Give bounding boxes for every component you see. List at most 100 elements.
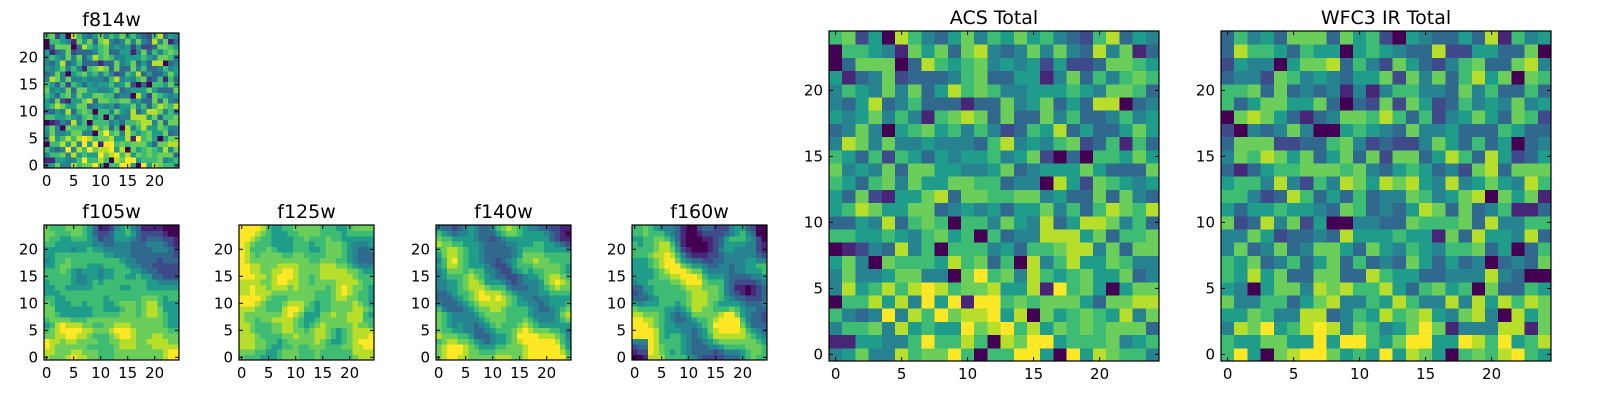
heatmap-cell (522, 327, 529, 334)
heatmap-cell (1040, 308, 1054, 322)
heatmap-cell (1132, 229, 1147, 243)
heatmap-cell (276, 257, 283, 264)
heatmap-cell (484, 230, 491, 237)
heatmap-cell (173, 124, 180, 131)
heatmap-cell (1405, 202, 1420, 217)
heatmap-cell (723, 322, 730, 329)
heatmap-cell (363, 257, 370, 264)
heatmap-cell (868, 321, 883, 336)
heatmap-cell (130, 349, 137, 356)
heatmap-cell (81, 257, 88, 264)
heatmap-cell (1066, 123, 1081, 138)
heatmap-cell (761, 262, 768, 269)
heatmap-cell (1458, 229, 1473, 243)
heatmap-cell (141, 60, 148, 66)
heatmap-cell (98, 60, 104, 66)
heatmap-cell (1511, 97, 1526, 111)
heatmap-cell (1106, 149, 1120, 164)
heatmap-cell (239, 311, 245, 318)
heatmap-cell (506, 273, 513, 280)
heatmap-cell (842, 242, 856, 256)
heatmap-cell (1326, 215, 1341, 230)
heatmap-cell (157, 246, 164, 253)
heatmap-cell (691, 327, 698, 334)
heatmap-cell (1366, 295, 1380, 309)
heatmap-cell (452, 343, 459, 350)
heatmap-cell (745, 300, 752, 307)
heatmap-cell (1524, 255, 1539, 270)
heatmap-cell (87, 241, 94, 248)
heatmap-cell (756, 257, 763, 264)
heatmap-cell (707, 225, 714, 231)
heatmap-cell (1053, 268, 1068, 283)
heatmap-cell (125, 119, 131, 126)
heatmap-cell (1247, 347, 1262, 362)
heatmap-cell (691, 257, 698, 264)
heatmap-cell (1339, 268, 1354, 283)
heatmap-cell (1326, 44, 1341, 58)
heatmap-cell (54, 141, 61, 147)
heatmap-cell (544, 349, 550, 356)
heatmap-cell (554, 262, 561, 269)
heatmap-cell (49, 257, 56, 264)
heatmap-cell (60, 322, 67, 329)
heatmap-cell (368, 257, 375, 264)
heatmap-cell (565, 306, 572, 312)
heatmap-cell (103, 87, 110, 93)
heatmap-cell (745, 289, 752, 296)
heatmap-cell (293, 343, 299, 350)
heatmap-cell (490, 268, 496, 275)
heatmap-cell (1485, 189, 1499, 204)
heatmap-cell (1000, 83, 1015, 98)
heatmap-cell (632, 284, 638, 291)
heatmap-cell (162, 119, 169, 126)
heatmap-cell (1432, 110, 1446, 124)
heatmap-cell (54, 103, 61, 110)
heatmap-cell (549, 235, 556, 242)
heatmap-cell (352, 306, 359, 312)
heatmap-cell (114, 76, 121, 83)
heatmap-cell (637, 306, 644, 312)
heatmap-cell (173, 49, 180, 56)
heatmap-cell (1287, 149, 1301, 164)
heatmap-cell (276, 284, 283, 291)
heatmap-cell (740, 279, 746, 285)
heatmap-cell (549, 338, 556, 345)
heatmap-cell (119, 252, 126, 258)
heatmap-cell (92, 333, 99, 339)
heatmap-cell (1221, 268, 1235, 283)
heatmap-cell (908, 97, 922, 111)
heatmap-cell (363, 354, 370, 361)
heatmap-cell (135, 300, 142, 307)
heatmap-cell (1498, 229, 1512, 243)
heatmap-cell (130, 322, 137, 329)
heatmap-cell (441, 279, 448, 285)
heatmap-cell (108, 108, 115, 115)
heatmap-cell (538, 295, 545, 302)
heatmap-cell (947, 123, 962, 138)
heatmap-cell (368, 343, 375, 350)
heatmap-cell (249, 343, 256, 350)
heatmap-cell (71, 241, 77, 248)
heatmap-cell (691, 289, 698, 296)
heatmap-cell (92, 38, 99, 45)
heatmap-cell (125, 235, 131, 242)
heatmap-cell (479, 284, 486, 291)
heatmap-cell (276, 295, 283, 302)
heatmap-cell (1485, 281, 1499, 296)
heatmap-cell (457, 230, 464, 237)
heatmap-cell (1485, 136, 1499, 151)
heatmap-cell (1040, 281, 1054, 296)
heatmap-cell (1132, 149, 1147, 164)
heatmap-cell (729, 300, 736, 307)
heatmap-cell (1013, 123, 1028, 138)
heatmap-cell (1247, 281, 1262, 296)
heatmap-cell (1234, 268, 1248, 283)
heatmap-cell (244, 354, 251, 361)
heatmap-cell (81, 241, 88, 248)
heatmap-cell (1247, 57, 1262, 72)
heatmap-cell (664, 322, 671, 329)
heatmap-cell (49, 76, 56, 83)
heatmap-cell (76, 114, 83, 120)
heatmap-cell (696, 306, 703, 312)
